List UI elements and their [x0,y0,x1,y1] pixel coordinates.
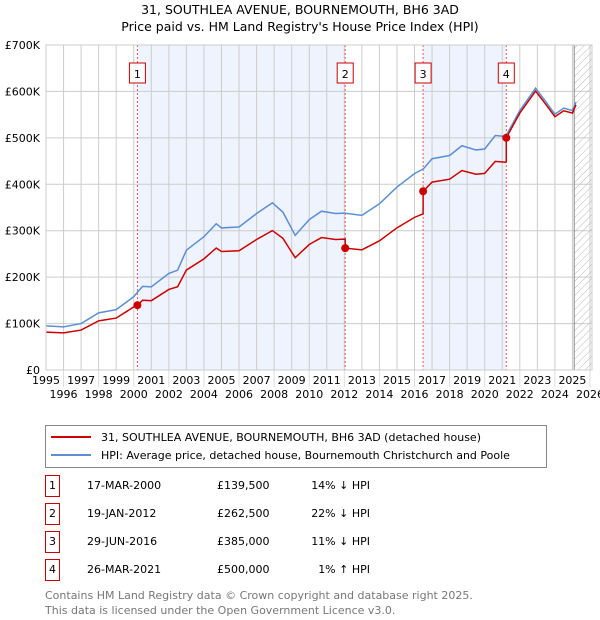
future-hatch [574,45,592,370]
x-tick-label: 2004 [190,388,218,401]
x-tick-label: 2026 [576,388,600,401]
legend: 31, SOUTHLEA AVENUE, BOURNEMOUTH, BH6 3A… [45,425,547,468]
y-tick-label: £600K [5,85,41,98]
sale-date: 26-MAR-2021 [87,563,162,576]
x-tick-label: 2017 [418,374,446,387]
x-tick-label: 2001 [137,374,165,387]
y-tick-label: £700K [5,39,41,52]
property-price-line [45,89,577,334]
x-tick-label: 2000 [120,388,148,401]
chart-subtitle: Price paid vs. HM Land Registry's House … [121,19,479,34]
sale-label-box [128,62,146,84]
sale-date: 17-MAR-2000 [87,479,162,492]
sale-label-box [414,62,432,84]
shaded-period [423,45,507,370]
sale-label: 3 [420,68,427,81]
sale-badge: 3 [45,531,60,553]
x-tick-label: 2012 [330,388,358,401]
x-tick-label: 2024 [541,388,569,401]
sale-row: 1 17-MAR-2000 £139,500 14% ↓ HPI [45,475,445,497]
y-tick-label: £300K [5,225,41,238]
y-tick-label: £200K [5,271,41,284]
x-tick-label: 2002 [155,388,183,401]
y-tick-label: £100K [5,318,41,331]
x-tick-label: 2007 [243,374,271,387]
hpi-line [45,86,577,328]
legend-item-hpi: HPI: Average price, detached house, Bour… [51,447,510,463]
y-tick-label: £400K [5,178,41,191]
y-tick-label: £500K [5,132,41,145]
plot-frame [45,44,593,371]
sale-hpi-diff: 22% ↓ HPI [311,507,370,520]
x-tick-label: 2005 [207,374,235,387]
x-tick-label: 2018 [436,388,464,401]
sale-label-box [497,62,515,84]
x-tick-label: 1998 [85,388,113,401]
y-tick-label: £0 [26,364,40,377]
x-tick-label: 2025 [558,374,586,387]
sale-point [133,301,142,310]
sale-hpi-diff: 1% ↑ HPI [318,563,370,576]
x-tick-label: 1999 [102,374,130,387]
sale-row: 2 19-JAN-2012 £262,500 22% ↓ HPI [45,503,445,525]
sale-point [502,133,511,142]
x-tick-label: 2013 [348,374,376,387]
x-tick-label: 2014 [365,388,393,401]
sale-badge: 4 [45,559,60,581]
shaded-period [137,45,346,370]
sale-date: 19-JAN-2012 [87,507,157,520]
legend-label: 31, SOUTHLEA AVENUE, BOURNEMOUTH, BH6 3A… [101,430,481,444]
x-tick-label: 2023 [523,374,551,387]
sale-price: £385,000 [217,535,270,548]
sale-badge: 1 [45,475,60,497]
chart-title: 31, SOUTHLEA AVENUE, BOURNEMOUTH, BH6 3A… [141,2,459,17]
legend-label: HPI: Average price, detached house, Bour… [101,448,510,462]
x-tick-label: 1997 [67,374,95,387]
sale-label-box [336,62,354,84]
x-tick-label: 2010 [295,388,323,401]
sale-row: 3 29-JUN-2016 £385,000 11% ↓ HPI [45,531,445,553]
x-tick-label: 2008 [260,388,288,401]
x-tick-label: 2022 [506,388,534,401]
x-tick-label: 1996 [50,388,78,401]
x-tick-label: 2009 [278,374,306,387]
x-tick-label: 2006 [225,388,253,401]
sale-row: 4 26-MAR-2021 £500,000 1% ↑ HPI [45,559,445,581]
sale-price: £262,500 [217,507,270,520]
x-tick-label: 2003 [172,374,200,387]
sale-date: 29-JUN-2016 [87,535,158,548]
sale-label: 4 [503,68,510,81]
sale-hpi-diff: 14% ↓ HPI [311,479,370,492]
x-tick-label: 2016 [401,388,429,401]
sale-badge: 2 [45,503,60,525]
x-tick-label: 2015 [383,374,411,387]
x-tick-label: 2020 [471,388,499,401]
footer-line: This data is licensed under the Open Gov… [45,604,396,617]
sale-point [419,187,428,196]
sale-price: £500,000 [217,563,270,576]
legend-swatch-red [51,436,91,438]
price-chart: 1995199619971998199920002001200220032004… [5,39,600,401]
sale-hpi-diff: 11% ↓ HPI [311,535,370,548]
sale-price: £139,500 [217,479,270,492]
footer-line: Contains HM Land Registry data © Crown c… [45,589,473,602]
x-tick-label: 1995 [32,374,60,387]
legend-swatch-blue [51,454,91,456]
sale-point [341,244,350,253]
x-tick-label: 2021 [488,374,516,387]
legend-item-property: 31, SOUTHLEA AVENUE, BOURNEMOUTH, BH6 3A… [51,429,481,445]
sale-label: 2 [342,68,349,81]
x-tick-label: 2011 [313,374,341,387]
x-tick-label: 2019 [453,374,481,387]
sale-label: 1 [134,68,141,81]
